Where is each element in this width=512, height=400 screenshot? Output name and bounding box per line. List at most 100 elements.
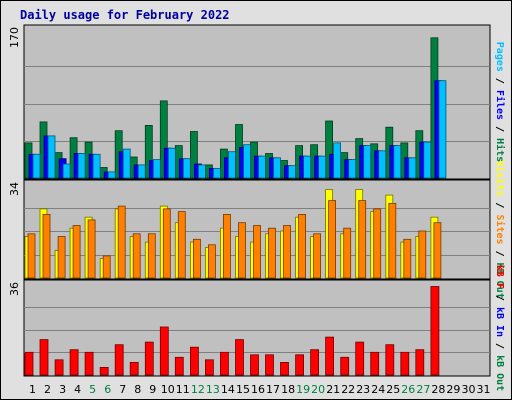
bar-pages bbox=[197, 164, 206, 179]
x-tick-label: 6 bbox=[104, 383, 111, 396]
bar-pages bbox=[393, 145, 402, 179]
bar-kb-f bbox=[24, 351, 34, 376]
side-legend-part: kB F bbox=[494, 265, 505, 289]
bar-kb-f bbox=[114, 344, 124, 376]
bar-sites bbox=[132, 233, 141, 279]
bar-kb-f bbox=[340, 356, 350, 376]
bar-pages bbox=[122, 148, 131, 179]
x-tick-label: 4 bbox=[74, 383, 81, 396]
bar-pages bbox=[363, 145, 372, 179]
bar-kb-f bbox=[295, 354, 305, 376]
bar-pages bbox=[318, 155, 327, 179]
bar-pages bbox=[77, 153, 86, 179]
bar-kb-f bbox=[355, 341, 365, 376]
side-legend-part: / bbox=[494, 289, 505, 307]
bar-pages bbox=[258, 155, 266, 179]
bar-pages bbox=[243, 144, 251, 179]
bar-pages bbox=[227, 151, 236, 179]
bar-kb-f bbox=[325, 336, 335, 376]
x-tick-label: 24 bbox=[371, 383, 385, 396]
bar-sites bbox=[358, 200, 367, 279]
x-tick-label: 27 bbox=[416, 383, 430, 396]
bar-kb-f bbox=[415, 349, 425, 376]
x-tick-label: 1 bbox=[29, 383, 36, 396]
bar-pages bbox=[348, 159, 357, 179]
bar-sites bbox=[27, 233, 36, 279]
bar-sites bbox=[418, 230, 427, 279]
side-legend-part: Visits bbox=[494, 160, 506, 196]
bar-sites bbox=[403, 238, 412, 279]
bar-hits bbox=[325, 120, 334, 179]
bar-kb-f bbox=[385, 344, 395, 376]
chart-panels: 170 Pages / Files / Hits 34 Visits / Sites … bbox=[8, 24, 506, 391]
bar-kb-f bbox=[144, 341, 154, 376]
bar-kb-f bbox=[189, 346, 199, 376]
bar-kb-f bbox=[219, 351, 229, 376]
side-legend-part: Sites bbox=[494, 214, 506, 244]
side-legend-part: Files bbox=[494, 90, 506, 120]
bar-sites bbox=[253, 225, 261, 279]
bar-kb-f bbox=[99, 366, 109, 376]
bar-pages bbox=[408, 157, 417, 179]
x-tick-label: 28 bbox=[431, 383, 445, 396]
bar-kb-f bbox=[235, 339, 244, 376]
x-tick-label: 26 bbox=[401, 383, 415, 396]
bar-kb-f bbox=[159, 326, 169, 376]
side-legend: Visits / Sites / KB Out bbox=[494, 160, 506, 298]
x-tick-label: 2 bbox=[44, 383, 51, 396]
bar-sites bbox=[72, 225, 81, 279]
bar-kb-f bbox=[370, 351, 380, 376]
x-tick-label: 12 bbox=[191, 383, 205, 396]
bar-sites bbox=[373, 208, 382, 279]
bar-sites bbox=[388, 202, 397, 279]
bar-kb-f bbox=[54, 359, 64, 376]
x-tick-label: 7 bbox=[119, 383, 126, 396]
bar-hits bbox=[159, 100, 168, 179]
x-axis: 1 2 3 4 5 6 7 8 9 10 11 12 13 14 15 16 17 18 19 20 21 22 23 24 2… bbox=[29, 383, 491, 396]
side-legend-part: / bbox=[494, 72, 505, 90]
bar-sites bbox=[238, 222, 246, 279]
chart-title: Daily usage for February 2022 bbox=[20, 8, 230, 22]
bar-pages bbox=[423, 141, 432, 179]
bar-hits bbox=[189, 131, 198, 179]
x-tick-label: 31 bbox=[477, 383, 491, 396]
bar-kb-f bbox=[310, 349, 320, 376]
x-tick-label: 5 bbox=[89, 383, 96, 396]
x-tick-label: 22 bbox=[341, 383, 355, 396]
bar-kb-f bbox=[69, 349, 79, 376]
bar-kb-f bbox=[280, 361, 289, 376]
bar-kb-f bbox=[430, 286, 440, 376]
bar-kb-f bbox=[250, 354, 259, 376]
bar-pages bbox=[438, 80, 447, 179]
bar-sites bbox=[102, 255, 111, 279]
side-legend-part: / bbox=[494, 337, 505, 355]
x-tick-label: 23 bbox=[356, 383, 370, 396]
bar-pages bbox=[107, 171, 116, 179]
side-legend-part: kB In bbox=[494, 307, 505, 337]
bar-pages bbox=[378, 150, 387, 179]
x-tick-label: 30 bbox=[462, 383, 476, 396]
bar-kb-f bbox=[129, 361, 139, 376]
side-legend-part: / bbox=[494, 120, 505, 138]
bar-kb-f bbox=[39, 339, 49, 376]
bar-pages bbox=[303, 155, 312, 179]
x-tick-label: 3 bbox=[59, 383, 66, 396]
bar-kb-f bbox=[265, 354, 274, 376]
side-legend-part: Hits bbox=[494, 138, 506, 162]
x-tick-label: 16 bbox=[251, 383, 265, 396]
bar-kb-f bbox=[204, 359, 214, 376]
bar-sites bbox=[328, 200, 337, 279]
y-max-label: 170 bbox=[8, 27, 21, 48]
bar-pages bbox=[32, 153, 41, 179]
bar-sites bbox=[207, 244, 216, 279]
bar-sites bbox=[298, 213, 307, 279]
x-tick-label: 14 bbox=[221, 383, 235, 396]
side-legend: Pages / Files / Hits bbox=[494, 42, 506, 162]
bar-pages bbox=[92, 153, 101, 179]
side-legend-part: kB Out bbox=[494, 355, 505, 391]
x-tick-label: 25 bbox=[386, 383, 400, 396]
x-tick-label: 29 bbox=[446, 383, 460, 396]
bar-sites bbox=[177, 211, 186, 279]
x-tick-label: 11 bbox=[176, 383, 190, 396]
